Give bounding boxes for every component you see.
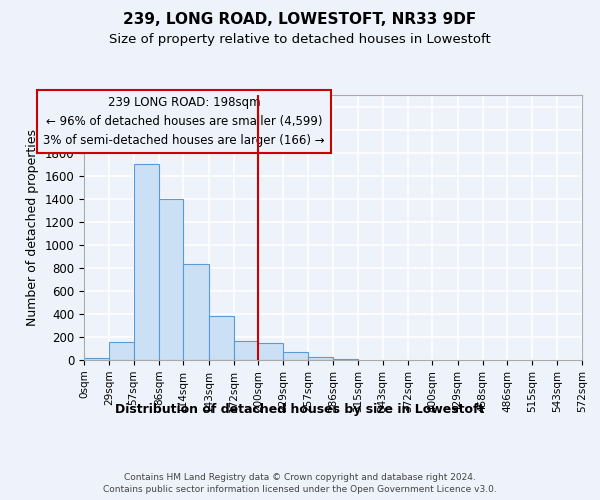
Bar xyxy=(209,316,234,360)
Bar xyxy=(183,264,209,360)
Bar xyxy=(258,342,283,360)
Text: Distribution of detached houses by size in Lowestoft: Distribution of detached houses by size … xyxy=(115,402,485,415)
Bar xyxy=(134,164,159,360)
Text: Contains HM Land Registry data © Crown copyright and database right 2024.: Contains HM Land Registry data © Crown c… xyxy=(124,472,476,482)
Bar xyxy=(283,352,308,360)
Bar xyxy=(234,341,258,360)
Text: Contains public sector information licensed under the Open Government Licence v3: Contains public sector information licen… xyxy=(103,485,497,494)
Text: 239 LONG ROAD: 198sqm
← 96% of detached houses are smaller (4,599)
3% of semi-de: 239 LONG ROAD: 198sqm ← 96% of detached … xyxy=(43,96,325,147)
Bar xyxy=(109,342,134,360)
Y-axis label: Number of detached properties: Number of detached properties xyxy=(26,129,39,326)
Bar xyxy=(84,358,109,360)
Text: Size of property relative to detached houses in Lowestoft: Size of property relative to detached ho… xyxy=(109,32,491,46)
Bar xyxy=(159,200,183,360)
Bar xyxy=(308,356,333,360)
Text: 239, LONG ROAD, LOWESTOFT, NR33 9DF: 239, LONG ROAD, LOWESTOFT, NR33 9DF xyxy=(124,12,476,28)
